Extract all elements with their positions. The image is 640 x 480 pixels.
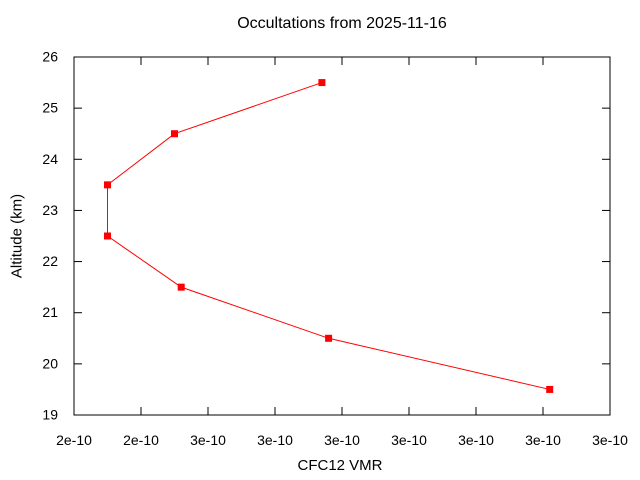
- x-tick-label: 3e-10: [592, 432, 628, 448]
- y-tick-label: 20: [42, 355, 58, 371]
- x-tick-label: 2e-10: [123, 432, 159, 448]
- x-tick-label: 3e-10: [458, 432, 494, 448]
- y-axis-label: Altitude (km): [8, 193, 26, 279]
- x-tick-label: 2e-10: [56, 432, 92, 448]
- y-tick-label: 24: [42, 151, 58, 167]
- data-point-marker: [171, 130, 178, 138]
- data-point-marker: [177, 283, 185, 291]
- data-point-marker: [325, 334, 333, 342]
- y-tick-label: 25: [42, 100, 58, 116]
- y-tick-label: 23: [42, 202, 58, 218]
- x-tick-label: 3e-10: [257, 432, 293, 448]
- y-tick-label: 22: [42, 253, 58, 269]
- plot-border: [73, 56, 611, 416]
- y-tick-label: 26: [42, 49, 58, 65]
- data-point-marker: [318, 79, 326, 87]
- y-tick-label: 19: [42, 407, 58, 423]
- x-tick-label: 3e-10: [391, 432, 427, 448]
- data-point-marker: [546, 385, 554, 393]
- chart-title: Occultations from 2025-11-16: [237, 15, 447, 32]
- x-tick-label: 3e-10: [324, 432, 360, 448]
- data-line: [107, 82, 550, 390]
- x-tick-label: 3e-10: [190, 432, 226, 448]
- data-point-marker: [104, 181, 111, 189]
- data-point-marker: [104, 232, 111, 240]
- y-tick-label: 21: [42, 304, 58, 320]
- x-axis-label: CFC12 VMR: [297, 457, 383, 474]
- x-tick-label: 3e-10: [525, 432, 561, 448]
